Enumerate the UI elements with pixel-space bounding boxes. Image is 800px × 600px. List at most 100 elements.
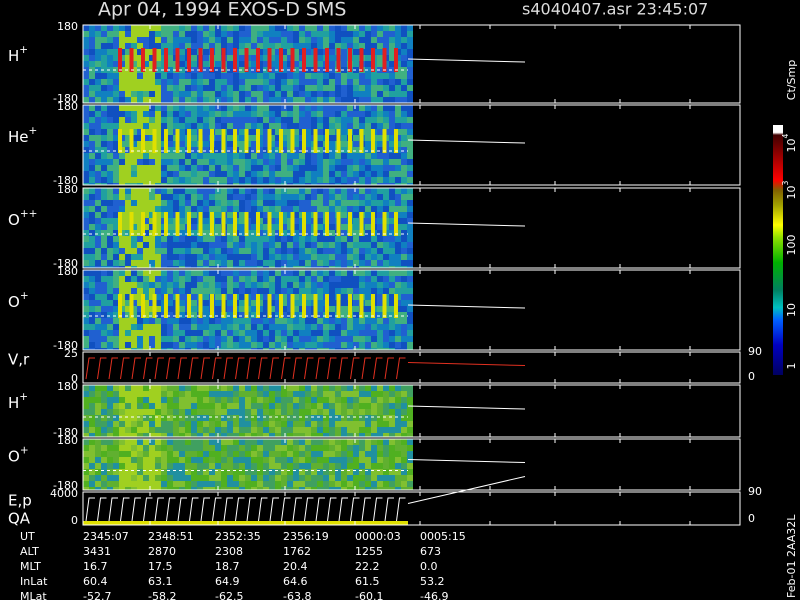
pixel — [155, 403, 161, 409]
pixel — [269, 342, 275, 348]
pixel — [173, 159, 179, 165]
pixel — [377, 336, 383, 342]
pixel — [107, 397, 113, 403]
pixel — [95, 409, 101, 415]
pixel — [257, 336, 263, 342]
pixel — [329, 276, 335, 282]
pixel — [185, 85, 191, 91]
pixel — [353, 206, 359, 212]
y2-tick-label: 0 — [748, 370, 755, 383]
pixel — [335, 266, 341, 268]
burst — [394, 294, 398, 318]
pixel — [323, 451, 329, 457]
pixel — [389, 427, 395, 433]
pixel — [125, 433, 131, 437]
pixel — [113, 49, 119, 55]
pixel — [383, 427, 389, 433]
pixel — [239, 183, 245, 185]
pixel — [185, 421, 191, 427]
pixel — [377, 105, 383, 111]
pixel — [389, 37, 395, 43]
pixel — [95, 475, 101, 481]
pixel — [389, 31, 395, 37]
pixel — [281, 385, 287, 391]
burst — [164, 48, 168, 72]
pixel — [257, 421, 263, 427]
pixel — [359, 123, 365, 129]
pixel — [317, 49, 323, 55]
pixel — [197, 260, 203, 266]
pixel — [329, 318, 335, 324]
pixel — [185, 123, 191, 129]
pixel — [311, 188, 317, 194]
pixel — [83, 433, 89, 437]
burst — [141, 129, 145, 153]
pixel — [95, 421, 101, 427]
pixel — [215, 248, 221, 254]
pixel — [347, 200, 353, 206]
pixel — [353, 415, 359, 421]
pixel — [119, 439, 125, 445]
pixel — [335, 188, 341, 194]
pixel — [275, 260, 281, 266]
pixel — [251, 445, 257, 451]
pixel — [335, 73, 341, 79]
burst — [359, 212, 364, 236]
pixel — [269, 159, 275, 165]
pixel — [407, 475, 413, 481]
pixel — [95, 165, 101, 171]
pixel — [383, 469, 389, 475]
pixel — [275, 342, 281, 348]
pixel — [113, 248, 119, 254]
trace — [396, 357, 406, 380]
pixel — [287, 123, 293, 129]
pixel — [113, 282, 119, 288]
pixel — [101, 421, 107, 427]
pixel — [155, 183, 161, 185]
pixel — [365, 439, 371, 445]
pixel — [365, 451, 371, 457]
pixel — [395, 31, 401, 37]
pixel — [203, 469, 209, 475]
pixel — [215, 159, 221, 165]
pixel — [293, 111, 299, 117]
pixel — [179, 276, 185, 282]
pixel — [251, 318, 257, 324]
pixel — [233, 397, 239, 403]
pixel — [365, 242, 371, 248]
pixel — [95, 312, 101, 318]
pixel — [389, 183, 395, 185]
pixel — [125, 487, 131, 490]
pixel — [203, 348, 209, 350]
pixel — [401, 266, 407, 268]
pixel — [245, 91, 251, 97]
pixel — [305, 200, 311, 206]
pixel — [179, 254, 185, 260]
pixel — [113, 300, 119, 306]
pixel — [149, 318, 155, 324]
pixel — [131, 306, 137, 312]
pixel — [401, 282, 407, 288]
pixel — [233, 324, 239, 330]
pixel — [233, 159, 239, 165]
pixel — [125, 415, 131, 421]
pixel — [83, 385, 89, 391]
pixel — [275, 61, 281, 67]
pixel — [203, 177, 209, 183]
pixel — [95, 487, 101, 490]
pixel — [101, 97, 107, 103]
pixel — [353, 85, 359, 91]
pixel — [401, 445, 407, 451]
pixel — [395, 451, 401, 457]
pixel — [161, 85, 167, 91]
pixel — [335, 91, 341, 97]
pixel — [251, 224, 257, 230]
pixel — [275, 433, 281, 437]
pixel — [263, 135, 269, 141]
pixel — [239, 230, 245, 236]
pixel — [371, 194, 377, 200]
pixel — [221, 457, 227, 463]
pixel — [371, 385, 377, 391]
pixel — [323, 200, 329, 206]
pixel — [95, 43, 101, 49]
